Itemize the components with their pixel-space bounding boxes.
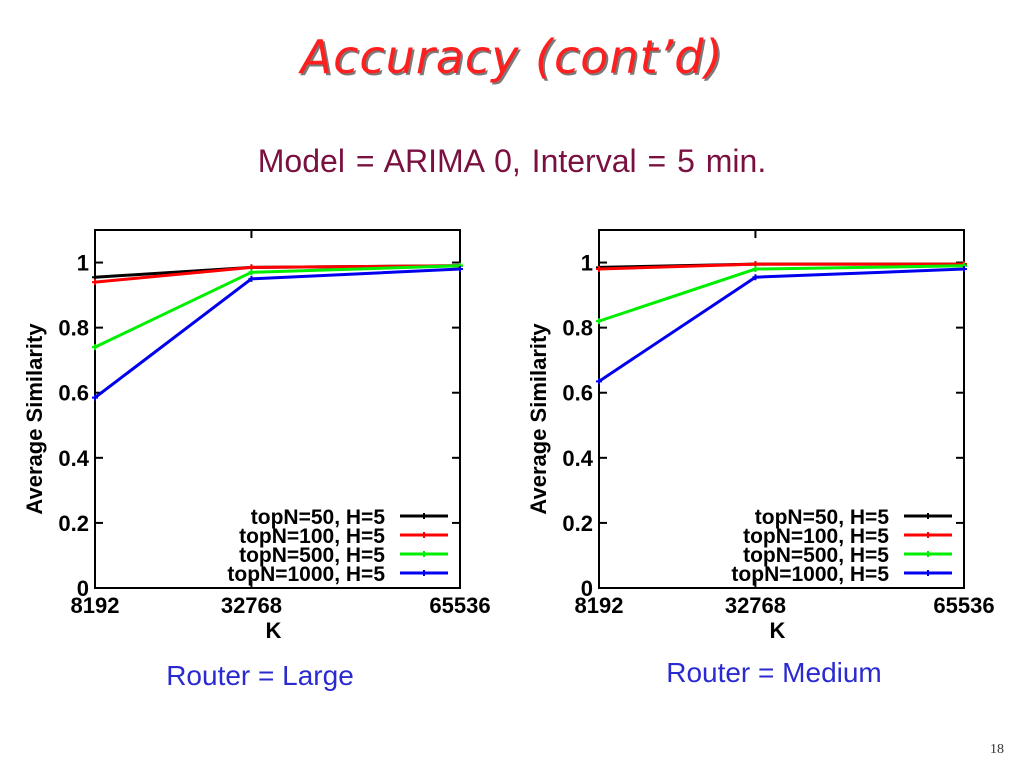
x-tick-label: 65536 (933, 593, 994, 618)
data-point (92, 394, 98, 401)
x-axis-label: K (770, 618, 786, 643)
x-tick-label: 8192 (575, 593, 624, 618)
legend-label: topN=100, H=5 (239, 525, 385, 548)
y-tick-label: 0.8 (58, 316, 89, 341)
x-tick-label: 32768 (725, 593, 786, 618)
legend-marker (925, 532, 931, 538)
y-axis-label: Average Similarity (526, 323, 551, 515)
x-axis-label: K (266, 618, 282, 643)
series-line (94, 267, 461, 399)
data-point (248, 275, 255, 282)
data-point (596, 378, 602, 385)
legend-marker (925, 513, 931, 519)
y-tick-label: 1 (77, 251, 89, 276)
legend-marker (421, 513, 427, 519)
caption-router-large: Router = Large (166, 660, 354, 691)
data-point (92, 344, 98, 351)
x-tick-label: 32768 (221, 593, 282, 618)
y-tick-label: 0.2 (562, 511, 593, 536)
legend-marker (421, 570, 427, 576)
legend-marker (925, 570, 931, 576)
data-point (248, 269, 255, 276)
data-point (457, 266, 463, 273)
series-line (598, 264, 965, 323)
y-tick-label: 1 (581, 251, 593, 276)
legend-label: topN=1000, H=5 (731, 563, 889, 586)
x-tick-label: 65536 (429, 593, 490, 618)
legend-label: topN=1000, H=5 (227, 563, 385, 586)
slide-subtitle: Model = ARIMA 0, Interval = 5 min. (257, 143, 767, 179)
data-point (596, 318, 602, 325)
y-axis-label: Average Similarity (22, 323, 47, 515)
y-tick-label: 0.6 (58, 381, 89, 406)
plot-frame (598, 229, 965, 589)
caption-router-medium: Router = Medium (666, 657, 882, 688)
data-point (961, 266, 967, 273)
legend-label: topN=50, H=5 (251, 506, 386, 529)
y-tick-label: 0 (581, 576, 593, 601)
data-point (752, 266, 759, 273)
legend-label: topN=500, H=5 (239, 544, 385, 567)
legend-label: topN=100, H=5 (743, 525, 889, 548)
data-point (92, 279, 98, 286)
y-tick-label: 0.2 (58, 511, 89, 536)
legend-label: topN=500, H=5 (743, 544, 889, 567)
y-tick-label: 0.8 (562, 316, 593, 341)
series-line (598, 267, 965, 383)
legend-marker (421, 532, 427, 538)
data-point (752, 274, 759, 281)
chart-router-large: 0 0.2 0.4 0.6 0.8 1 8192 32768 65536 K Average Sim… (22, 229, 491, 643)
y-tick-label: 0.4 (562, 446, 593, 471)
chart-router-medium: 0 0.2 0.4 0.6 0.8 1 8192 32768 65536 K Average Sim… (526, 229, 995, 643)
y-tick-label: 0 (77, 576, 89, 601)
page-number: 18 (990, 742, 1004, 757)
plot-frame (94, 229, 461, 589)
legend-marker (421, 551, 427, 557)
slide-title: Accuracy (cont’d) (300, 30, 724, 84)
legend-label: topN=50, H=5 (755, 506, 890, 529)
legend-marker (925, 551, 931, 557)
data-point (596, 266, 602, 273)
y-tick-label: 0.6 (562, 381, 593, 406)
x-tick-label: 8192 (71, 593, 120, 618)
y-tick-label: 0.4 (58, 446, 89, 471)
